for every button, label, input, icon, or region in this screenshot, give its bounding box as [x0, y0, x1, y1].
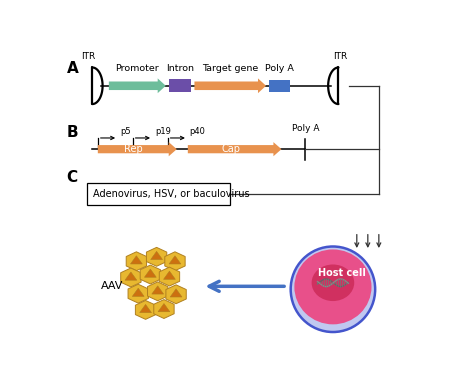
Polygon shape: [140, 304, 152, 313]
Polygon shape: [164, 271, 175, 279]
Polygon shape: [147, 282, 168, 301]
Text: p19: p19: [155, 128, 171, 136]
Polygon shape: [132, 288, 144, 296]
Text: Host cell: Host cell: [318, 268, 366, 278]
Text: Promoter: Promoter: [116, 64, 159, 73]
Ellipse shape: [291, 247, 375, 332]
Polygon shape: [109, 79, 166, 93]
Polygon shape: [126, 252, 146, 271]
Text: Intron: Intron: [166, 64, 194, 73]
Polygon shape: [146, 247, 167, 266]
Text: C: C: [66, 170, 78, 185]
Ellipse shape: [311, 265, 354, 301]
Text: Target gene: Target gene: [202, 64, 258, 73]
Polygon shape: [194, 79, 266, 93]
Polygon shape: [152, 286, 164, 294]
Text: Adenovirus, HSV, or baculovirus: Adenovirus, HSV, or baculovirus: [93, 189, 250, 199]
Text: Poly A: Poly A: [265, 64, 294, 73]
Polygon shape: [130, 256, 142, 264]
Polygon shape: [169, 256, 181, 264]
Polygon shape: [188, 142, 282, 156]
Text: Poly A: Poly A: [292, 124, 319, 133]
Bar: [169, 79, 191, 92]
Polygon shape: [125, 272, 137, 280]
Text: A: A: [66, 61, 78, 75]
Polygon shape: [159, 267, 180, 286]
Text: ITR: ITR: [333, 52, 347, 61]
Polygon shape: [166, 285, 186, 304]
Polygon shape: [158, 304, 170, 312]
FancyBboxPatch shape: [87, 183, 230, 205]
Polygon shape: [98, 142, 177, 156]
Polygon shape: [128, 284, 148, 303]
Ellipse shape: [294, 249, 372, 324]
Polygon shape: [145, 269, 156, 277]
Text: AAV: AAV: [101, 281, 124, 291]
Polygon shape: [151, 251, 163, 260]
Bar: [269, 80, 290, 92]
Polygon shape: [121, 268, 141, 287]
Polygon shape: [136, 301, 156, 319]
Text: p5: p5: [120, 128, 130, 136]
Text: Rep: Rep: [124, 144, 143, 154]
Text: ITR: ITR: [82, 52, 96, 61]
Polygon shape: [154, 300, 174, 318]
Polygon shape: [140, 265, 161, 284]
Text: B: B: [66, 125, 78, 141]
Text: p40: p40: [190, 128, 206, 136]
Text: Cap: Cap: [221, 144, 240, 154]
Polygon shape: [165, 252, 185, 271]
Polygon shape: [170, 289, 182, 297]
